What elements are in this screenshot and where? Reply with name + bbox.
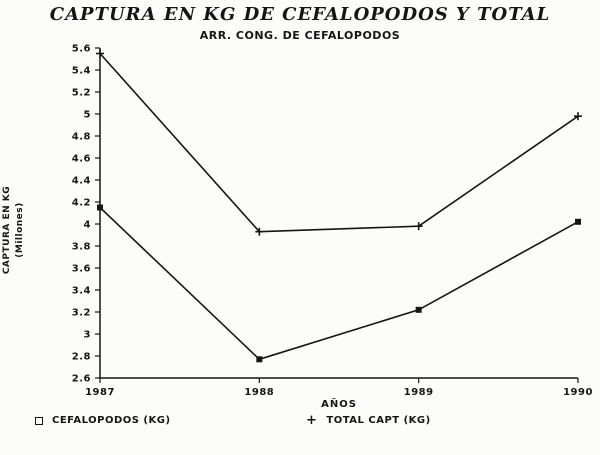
y-tick-label: 3.4 [72, 286, 91, 297]
y-tick-label: 2.6 [72, 374, 91, 385]
x-axis-label: AÑOS [321, 399, 357, 410]
y-tick-label: 5.4 [72, 66, 91, 77]
y-tick-label: 4 [84, 220, 91, 231]
chart-title: CAPTURA EN KG DE CEFALOPODOS Y TOTAL [49, 4, 551, 25]
x-tick-label: 1987 [85, 387, 115, 398]
legend-label-total: TOTAL CAPT (KG) [326, 415, 431, 426]
square-marker [97, 204, 103, 211]
series-line-1 [99, 52, 579, 233]
y-tick-label: 4.4 [72, 176, 91, 187]
y-tick-label: 3.2 [72, 308, 91, 319]
y-tick-label: 5.2 [72, 88, 91, 99]
x-tick-label: 1988 [244, 387, 274, 398]
x-tick-label: 1990 [563, 387, 593, 398]
y-tick-label: 3 [84, 330, 91, 341]
legend-item-cefalopodos: CEFALOPODOS (KG) [35, 415, 171, 426]
square-marker [415, 306, 422, 313]
legend-label-cefalopodos: CEFALOPODOS (KG) [52, 415, 171, 426]
legend-item-total: + TOTAL CAPT (KG) [306, 412, 431, 428]
series-line-0 [99, 206, 579, 361]
x-tick-label: 1989 [404, 387, 434, 398]
square-marker [256, 356, 263, 363]
square-marker [575, 218, 581, 225]
y-tick-label: 5 [84, 110, 91, 121]
y-tick-label: 4.2 [72, 198, 91, 209]
chart-subtitle: ARR. CONG. DE CEFALOPODOS [199, 29, 401, 42]
axis-lines [99, 48, 578, 379]
square-marker-icon [35, 416, 43, 425]
y-tick-label: 2.8 [72, 352, 91, 363]
y-tick-label: 3.6 [72, 264, 91, 275]
plus-marker-icon: + [306, 412, 318, 428]
y-tick-label: 4.6 [72, 154, 91, 165]
y-tick-label: 4.8 [72, 132, 91, 143]
y-tick-label: 5.6 [72, 44, 91, 55]
y-tick-label: 3.8 [72, 242, 91, 253]
